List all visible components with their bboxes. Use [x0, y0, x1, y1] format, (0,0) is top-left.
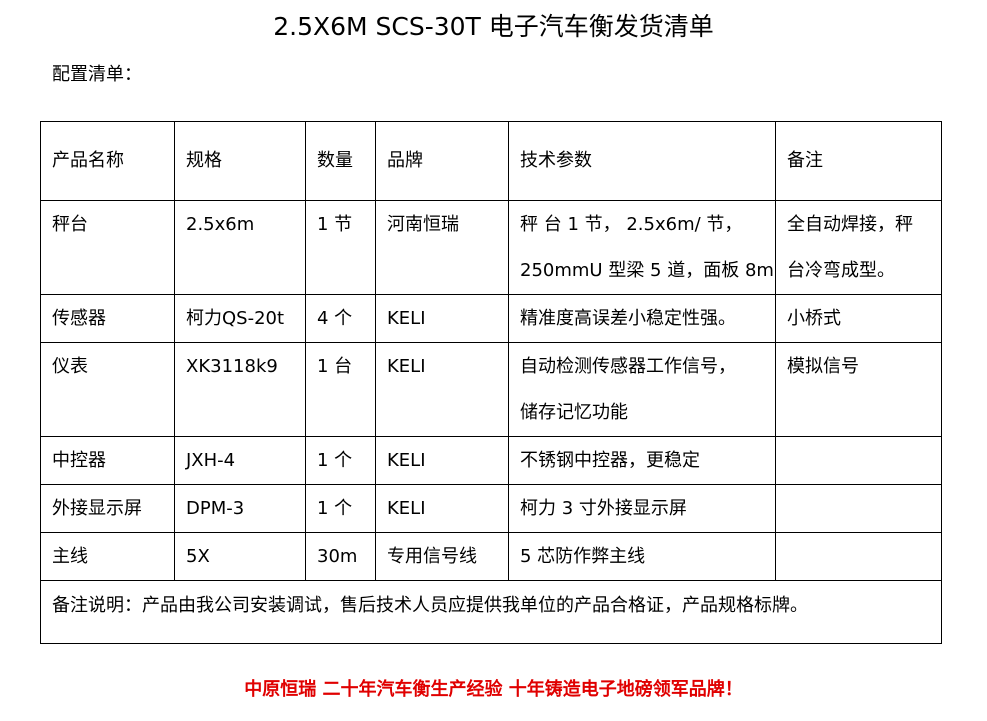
- shipping-list-table: 产品名称 规格 数量 品牌 技术参数 备注 秤台 2.5x6m 1 节河南恒瑞秤 台…: [40, 121, 942, 644]
- quantity-cell: 1 个: [305, 484, 376, 533]
- product-name-cell: 外接显示屏: [40, 484, 175, 533]
- spec-cell: XK3118k9: [174, 342, 306, 437]
- spec-cell: 5X: [174, 532, 306, 581]
- quantity-cell: 1 节: [305, 200, 376, 295]
- header-cell: 产品名称: [40, 121, 175, 201]
- quantity-cell: 1 个: [305, 436, 376, 485]
- tech-params-cell: 精准度高误差小稳定性强。: [508, 294, 776, 343]
- tech-params-cell: 5 芯防作弊主线: [508, 532, 776, 581]
- tech-params-cell: 自动检测传感器工作信号， 储存记忆功能: [508, 342, 776, 437]
- table-row: 仪表 XK3118k9 1 台 KELI 自动检测传感器工作信号， 储存记忆功能 模拟信号: [40, 342, 942, 437]
- spec-cell: 柯力QS-20t: [174, 294, 306, 343]
- remark-cell: 小桥式: [775, 294, 942, 343]
- brand-cell: KELI: [375, 436, 509, 485]
- tech-params-cell: 秤 台 1 节， 2.5x6m/ 节， 250mmU 型梁 5 道，面板 8mm: [508, 200, 776, 295]
- footnote-row: 备注说明：产品由我公司安装调试，售后技术人员应提供我单位的产品合格证，产品规格标…: [40, 580, 942, 644]
- table-row: 秤台 2.5x6m 1 节河南恒瑞秤 台 1 节， 2.5x6m/ 节， 250mm…: [40, 200, 942, 295]
- header-cell: 规格: [174, 121, 306, 201]
- brand-cell: 专用信号线: [375, 532, 509, 581]
- product-name-cell: 仪表: [40, 342, 175, 437]
- header-cell: 品牌: [375, 121, 509, 201]
- table-row: 外接显示屏 DPM-3 1 个 KELI 柯力 3 寸外接显示屏: [40, 484, 942, 533]
- quantity-cell: 4 个: [305, 294, 376, 343]
- section-label: 配置清单：: [52, 64, 142, 85]
- brand-cell: KELI: [375, 294, 509, 343]
- header-cell: 技术参数: [508, 121, 776, 201]
- tech-params-cell: 不锈钢中控器，更稳定: [508, 436, 776, 485]
- remark-cell: [775, 436, 942, 485]
- spec-cell: 2.5x6m: [174, 200, 306, 295]
- brand-cell: 河南恒瑞: [375, 200, 509, 295]
- product-name-cell: 主线: [40, 532, 175, 581]
- document-title: 2.5X6M SCS-30T 电子汽车衡发货清单: [273, 12, 714, 41]
- remark-cell: [775, 484, 942, 533]
- remark-cell: 全自动焊接，秤 台冷弯成型。: [775, 200, 942, 295]
- product-name-cell: 中控器: [40, 436, 175, 485]
- product-name-cell: 秤台: [40, 200, 175, 295]
- remark-cell: 模拟信号: [775, 342, 942, 437]
- table-row: 传感器 柯力QS-20t 4 个 KELI 精准度高误差小稳定性强。 小桥式: [40, 294, 942, 343]
- remark-cell: [775, 532, 942, 581]
- brand-cell: KELI: [375, 484, 509, 533]
- tech-params-cell: 柯力 3 寸外接显示屏: [508, 484, 776, 533]
- slogan: 中原恒瑞 二十年汽车衡生产经验 十年铸造电子地磅领军品牌！: [244, 679, 743, 700]
- quantity-cell: 1 台: [305, 342, 376, 437]
- spec-cell: JXH-4: [174, 436, 306, 485]
- table-header-row: 产品名称 规格 数量 品牌 技术参数 备注: [40, 121, 942, 201]
- quantity-cell: 30m: [305, 532, 376, 581]
- spec-cell: DPM-3: [174, 484, 306, 533]
- table-row: 中控器 JXH-4 1 个 KELI 不锈钢中控器，更稳定: [40, 436, 942, 485]
- product-name-cell: 传感器: [40, 294, 175, 343]
- header-cell: 数量: [305, 121, 376, 201]
- footnote: 备注说明：产品由我公司安装调试，售后技术人员应提供我单位的产品合格证，产品规格标…: [40, 580, 942, 644]
- brand-cell: KELI: [375, 342, 509, 437]
- table-row: 主线 5X 30m 专用信号线 5 芯防作弊主线: [40, 532, 942, 581]
- header-cell: 备注: [775, 121, 942, 201]
